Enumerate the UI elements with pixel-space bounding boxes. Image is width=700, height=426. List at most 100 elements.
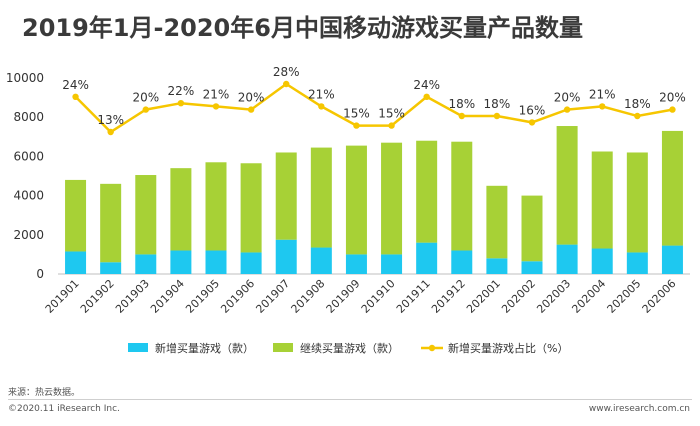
- legend-label: 继续买量游戏（款）: [300, 341, 399, 355]
- x-tick-label: 201907: [253, 277, 292, 316]
- bar-new-games: [100, 262, 122, 274]
- ratio-data-label: 20%: [554, 91, 581, 105]
- chart-title: 2019年1月-2020年6月中国移动游戏买量产品数量: [22, 14, 583, 42]
- ratio-point: [599, 103, 606, 110]
- legend-label: 新增买量游戏（款）: [155, 341, 254, 355]
- ratio-data-label: 18%: [484, 97, 511, 111]
- ratio-point: [563, 106, 571, 113]
- ratio-data-label: 24%: [62, 78, 89, 92]
- bar-continued-games: [275, 152, 297, 240]
- x-tick-label: 201908: [289, 277, 328, 316]
- ratio-point: [212, 103, 220, 110]
- bar-continued-games: [135, 175, 157, 255]
- ratio-line-group: 24% 13% 20% 22% 21% 20% 28% 21% 15% 15% 24% 18% 18% 1…: [62, 65, 686, 136]
- ratio-point: [634, 112, 641, 120]
- x-tick-label: 201905: [183, 277, 222, 316]
- bar-continued-games: [556, 126, 578, 245]
- legend-marker: [428, 344, 436, 352]
- x-tick-label: 202002: [499, 277, 538, 316]
- y-axis: 0 2000 4000 6000 8000 10000: [6, 71, 44, 281]
- bar-new-games: [65, 251, 87, 274]
- legend-ratio: 新增买量游戏占比（%）: [421, 341, 568, 355]
- ratio-data-label: 18%: [448, 97, 475, 111]
- website: www.iresearch.com.cn: [588, 404, 690, 414]
- bar-new-games: [240, 252, 262, 274]
- ratio-data-label: 22%: [168, 84, 195, 98]
- legend-label: 新增买量游戏占比（%）: [448, 341, 568, 355]
- x-tick-label: 201901: [43, 277, 82, 316]
- x-tick-label: 202001: [464, 277, 503, 316]
- bar-new-games: [345, 254, 367, 274]
- ratio-point: [669, 106, 676, 113]
- x-tick-label: 201911: [394, 277, 433, 316]
- bar-continued-games: [416, 140, 438, 243]
- ratio-data-label: 15%: [343, 107, 370, 121]
- y-tick-label: 8000: [13, 110, 44, 124]
- ratio-point: [353, 122, 360, 129]
- legend: 新增买量游戏（款） 继续买量游戏（款） 新增买量游戏占比（%）: [128, 341, 568, 355]
- bar-new-games: [381, 254, 403, 274]
- x-tick-label: 202004: [569, 277, 608, 316]
- bar-new-games: [416, 242, 438, 274]
- bar-continued-games: [240, 163, 262, 253]
- x-tick-label: 202005: [605, 277, 644, 316]
- ratio-data-label: 13%: [97, 113, 124, 127]
- ratio-data-label: 20%: [132, 91, 159, 105]
- ratio-point: [247, 106, 255, 113]
- ratio-point: [493, 112, 501, 120]
- bar-continued-games: [591, 151, 613, 249]
- ratio-point: [142, 106, 149, 113]
- legend-swatch: [273, 343, 293, 352]
- ratio-data-label: 28%: [273, 65, 300, 79]
- ratio-point: [72, 93, 79, 101]
- bar-new-games: [591, 248, 613, 274]
- ratio-data-label: 21%: [308, 87, 335, 101]
- source-note: 来源：热云数据。: [8, 388, 81, 398]
- legend-continued-games: 继续买量游戏（款）: [273, 341, 399, 355]
- bar-continued-games: [100, 183, 122, 263]
- footer-divider: [8, 399, 692, 400]
- ratio-point: [528, 119, 536, 126]
- bar-new-games: [205, 250, 227, 274]
- ratio-data-label: 15%: [378, 107, 405, 121]
- ratio-data-label: 21%: [589, 87, 616, 101]
- bar-new-games: [626, 252, 648, 274]
- bar-continued-games: [381, 142, 403, 255]
- y-tick-label: 2000: [13, 228, 44, 242]
- bar-continued-games: [170, 168, 192, 251]
- ratio-point: [107, 128, 114, 136]
- x-tick-label: 201912: [429, 277, 468, 316]
- x-tick-label: 201910: [359, 277, 398, 316]
- y-tick-label: 4000: [13, 189, 44, 203]
- bar-continued-games: [65, 179, 87, 252]
- bar-new-games: [661, 245, 683, 274]
- bar-new-games: [135, 254, 157, 274]
- ratio-point: [318, 103, 325, 110]
- ratio-point: [388, 122, 395, 129]
- ratio-point: [177, 100, 185, 107]
- bar-new-games: [556, 244, 578, 274]
- ratio-data-label: 21%: [203, 87, 230, 101]
- y-tick-label: 6000: [13, 149, 44, 163]
- legend-swatch: [128, 343, 148, 352]
- bar-new-games: [170, 250, 192, 274]
- ratio-data-label: 20%: [238, 91, 265, 105]
- bar-continued-games: [661, 130, 683, 246]
- bars-group: [65, 126, 683, 274]
- x-axis-labels: 2019012019022019032019042019052019062019…: [43, 277, 679, 316]
- y-tick-label: 0: [36, 267, 44, 281]
- bar-new-games: [310, 247, 332, 274]
- x-tick-label: 202006: [640, 277, 679, 316]
- x-tick-label: 201909: [324, 277, 363, 316]
- ratio-point: [423, 93, 430, 101]
- x-tick-label: 201904: [148, 277, 187, 316]
- bar-new-games: [275, 239, 297, 274]
- x-tick-label: 201906: [218, 277, 257, 316]
- ratio-data-label: 18%: [624, 97, 651, 111]
- bar-new-games: [486, 258, 508, 274]
- y-tick-label: 10000: [6, 71, 44, 85]
- bar-new-games: [521, 261, 543, 274]
- bar-continued-games: [486, 185, 508, 259]
- bar-continued-games: [626, 152, 648, 253]
